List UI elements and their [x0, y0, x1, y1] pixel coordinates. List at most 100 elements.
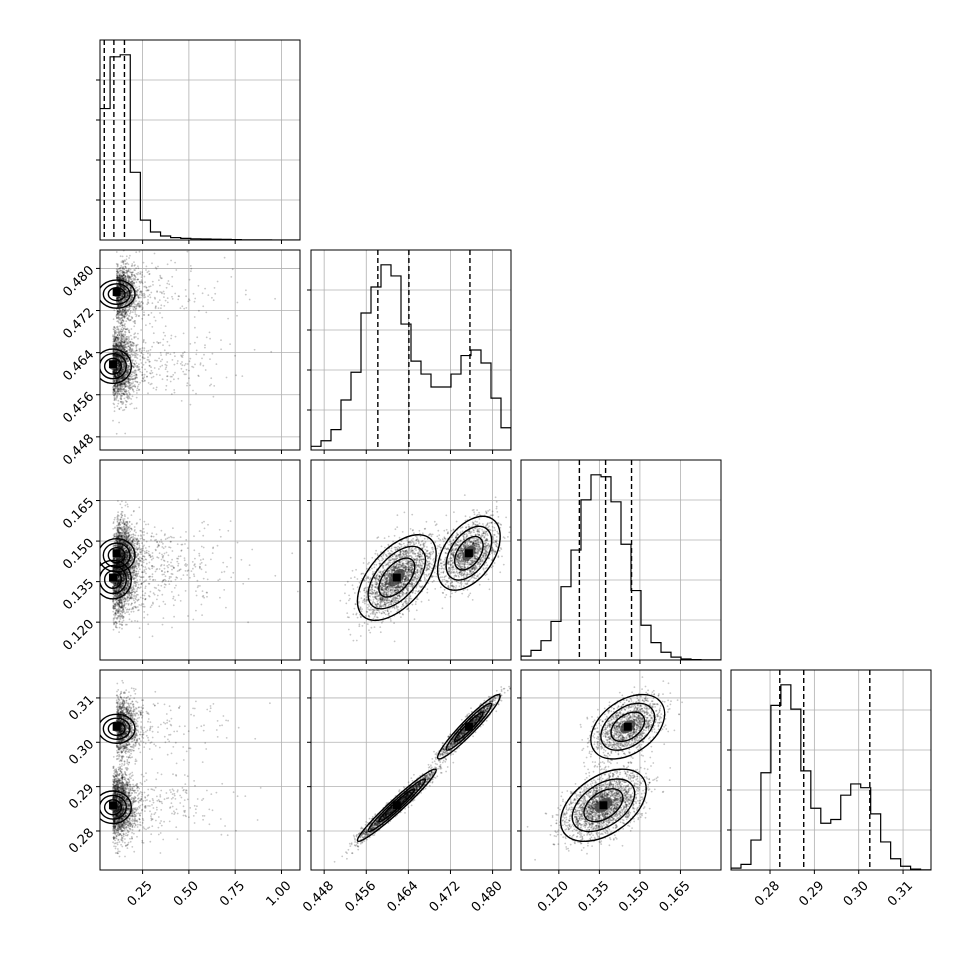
scatter-point — [139, 290, 142, 293]
scatter-point — [115, 432, 118, 435]
scatter-point — [125, 350, 128, 353]
scatter-point — [166, 340, 169, 343]
scatter-point — [130, 376, 133, 379]
scatter-point — [169, 380, 172, 383]
scatter-point — [137, 383, 140, 386]
scatter-point — [118, 308, 121, 311]
scatter-point — [147, 356, 149, 359]
scatter-point — [156, 359, 158, 362]
scatter-point — [117, 380, 120, 382]
scatter-point — [189, 343, 192, 345]
scatter-point — [214, 292, 217, 295]
scatter-point — [171, 275, 174, 278]
scatter-point — [147, 623, 150, 626]
scatter-point — [133, 307, 136, 309]
scatter-point — [193, 300, 196, 303]
scatter-point — [126, 366, 129, 369]
scatter-point — [164, 334, 167, 337]
x-tick-label: 0.28 — [752, 878, 783, 909]
scatter-point — [137, 337, 139, 340]
scatter-point — [120, 395, 123, 397]
scatter-point — [114, 331, 116, 334]
scatter-point — [133, 321, 136, 324]
scatter-point — [236, 301, 239, 304]
scatter-point — [141, 293, 144, 296]
scatter-point — [115, 379, 118, 382]
scatter-point — [118, 388, 120, 390]
scatter-point — [124, 260, 127, 262]
scatter-point — [143, 314, 146, 316]
scatter-point — [181, 364, 184, 367]
scatter-point — [132, 342, 135, 345]
scatter-point — [229, 343, 232, 345]
scatter-point — [200, 603, 203, 606]
scatter-point — [143, 373, 146, 376]
scatter-point — [134, 332, 137, 335]
scatter-point — [116, 395, 119, 398]
scatter-point — [145, 269, 147, 271]
scatter-point — [149, 372, 152, 375]
scatter-point — [172, 374, 175, 376]
scatter-point — [223, 589, 226, 591]
scatter-point — [196, 336, 199, 339]
scatter-point — [143, 616, 146, 619]
scatter-point — [124, 432, 127, 435]
scatter-point — [119, 364, 121, 367]
scatter-point — [124, 331, 127, 334]
scatter-point — [114, 330, 116, 332]
scatter-point — [142, 576, 145, 578]
scatter-point — [182, 370, 185, 373]
scatter-point — [127, 340, 130, 342]
scatter-point — [247, 621, 250, 624]
scatter-point — [120, 328, 122, 330]
scatter-point — [153, 296, 156, 299]
scatter-point — [115, 337, 117, 340]
scatter-point — [133, 336, 136, 338]
scatter-point — [145, 324, 147, 327]
scatter-point — [180, 355, 183, 358]
scatter-point — [126, 272, 128, 275]
scatter-point — [149, 354, 151, 357]
scatter-point — [188, 360, 191, 363]
scatter-point — [173, 352, 176, 354]
scatter-point — [131, 389, 134, 391]
scatter-point — [142, 338, 145, 341]
scatter-point — [130, 338, 133, 341]
scatter-point — [139, 537, 142, 540]
scatter-point — [126, 347, 128, 349]
scatter-point — [166, 263, 169, 266]
scatter-point — [120, 264, 123, 267]
scatter-point — [146, 303, 149, 306]
scatter-point — [176, 362, 179, 365]
scatter-point — [119, 372, 122, 375]
scatter-point — [152, 284, 154, 286]
scatter-point — [125, 288, 128, 291]
scatter-point — [117, 357, 120, 359]
scatter-point — [296, 590, 299, 593]
scatter-point — [182, 332, 185, 335]
scatter-point — [116, 297, 119, 299]
scatter-point — [213, 287, 216, 289]
scatter-point — [166, 375, 169, 378]
scatter-point — [230, 276, 233, 278]
scatter-point — [120, 314, 123, 316]
scatter-point — [126, 373, 129, 376]
scatter-point — [124, 330, 126, 333]
scatter-point — [270, 350, 273, 353]
scatter-point — [127, 341, 130, 344]
scatter-point — [135, 315, 138, 318]
scatter-point — [126, 600, 129, 603]
scatter-point — [132, 353, 135, 356]
scatter-point — [163, 296, 165, 298]
scatter-point — [140, 329, 143, 331]
scatter-point — [113, 394, 116, 397]
scatter-point — [180, 578, 183, 580]
scatter-point — [179, 362, 182, 365]
scatter-point — [165, 384, 168, 387]
scatter-point — [160, 584, 163, 587]
scatter-point — [127, 371, 130, 373]
scatter-point — [182, 352, 184, 355]
scatter-point — [158, 299, 161, 301]
scatter-point — [119, 373, 122, 376]
scatter-point — [216, 544, 219, 547]
